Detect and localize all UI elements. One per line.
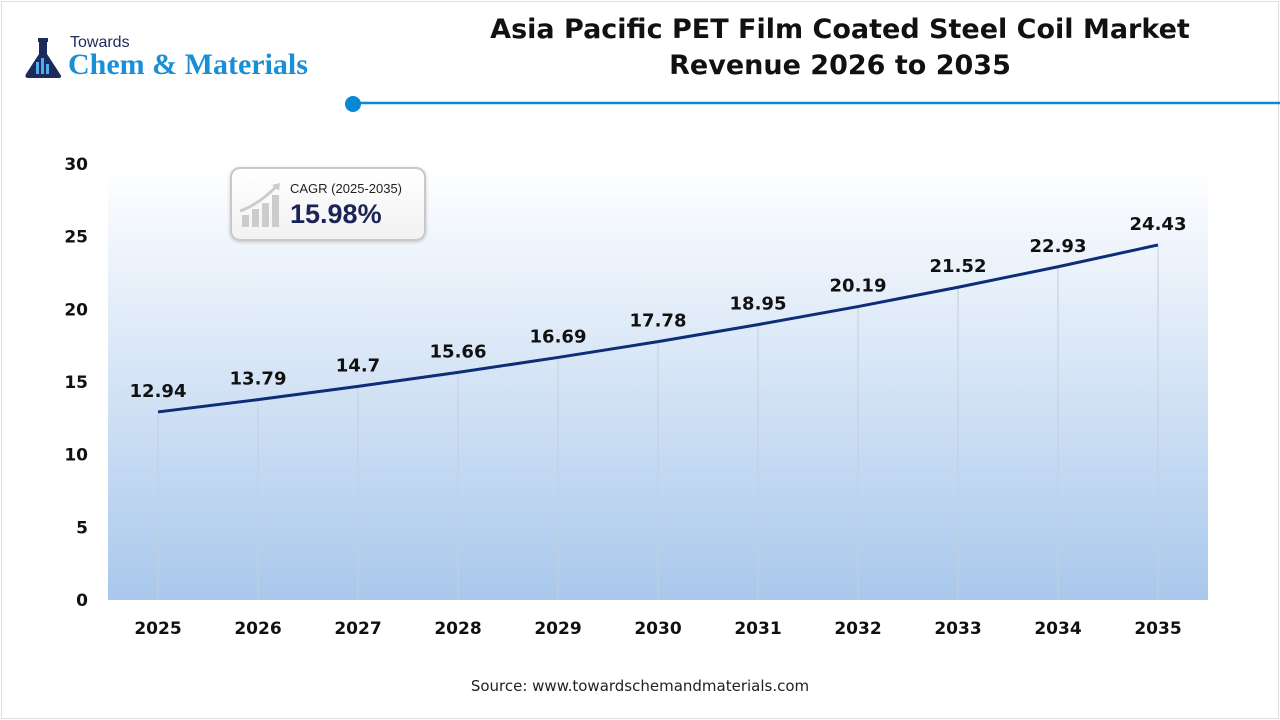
x-tick-label: 2031 — [734, 619, 781, 639]
title-line-1: Asia Pacific PET Film Coated Steel Coil … — [490, 14, 1190, 45]
data-label: 12.94 — [130, 381, 187, 402]
x-tick-label: 2034 — [1034, 619, 1081, 639]
source-text: Source: www.towardschemandmaterials.com — [470, 677, 810, 695]
x-tick-label: 2027 — [334, 619, 381, 639]
y-tick-label: 5 — [76, 518, 88, 538]
x-tick-label: 2035 — [1134, 619, 1181, 639]
data-label: 13.79 — [230, 369, 287, 390]
y-tick-label: 10 — [64, 446, 88, 466]
data-label: 22.93 — [1030, 236, 1087, 257]
data-label: 14.7 — [336, 355, 380, 376]
logo-chem-materials: Chem & Materials — [68, 48, 308, 81]
growth-chart-icon — [239, 183, 280, 227]
x-tick-label: 2025 — [134, 619, 181, 639]
x-tick-label: 2032 — [834, 619, 881, 639]
data-label: 18.95 — [730, 294, 787, 315]
x-tick-label: 2028 — [434, 619, 481, 639]
data-label: 24.43 — [1130, 214, 1187, 235]
data-label: 20.19 — [830, 276, 887, 297]
logo-towards: Towards — [70, 34, 130, 51]
data-label: 17.78 — [630, 311, 687, 332]
series-line — [157, 243, 1159, 414]
y-tick-label: 25 — [64, 228, 88, 248]
chart-title: Asia Pacific PET Film Coated Steel Coil … — [480, 12, 1200, 84]
title-line-2: Revenue 2026 to 2035 — [669, 50, 1011, 81]
cagr-label: CAGR (2025-2035) — [290, 181, 402, 196]
x-tick-label: 2029 — [534, 619, 581, 639]
y-tick-label: 20 — [64, 300, 88, 320]
x-tick-label: 2030 — [634, 619, 681, 639]
data-label: 21.52 — [930, 256, 987, 277]
y-tick-label: 0 — [76, 591, 88, 611]
cagr-value: 15.98% — [290, 199, 382, 229]
x-tick-label: 2026 — [234, 619, 281, 639]
cagr-box: CAGR (2025-2035) 15.98% — [230, 167, 426, 241]
y-tick-label: 15 — [64, 373, 88, 393]
x-tick-label: 2033 — [934, 619, 981, 639]
y-tick-label: 30 — [64, 155, 88, 175]
data-label: 15.66 — [430, 341, 487, 362]
data-label: 16.69 — [530, 326, 587, 347]
flask-icon — [25, 38, 62, 78]
